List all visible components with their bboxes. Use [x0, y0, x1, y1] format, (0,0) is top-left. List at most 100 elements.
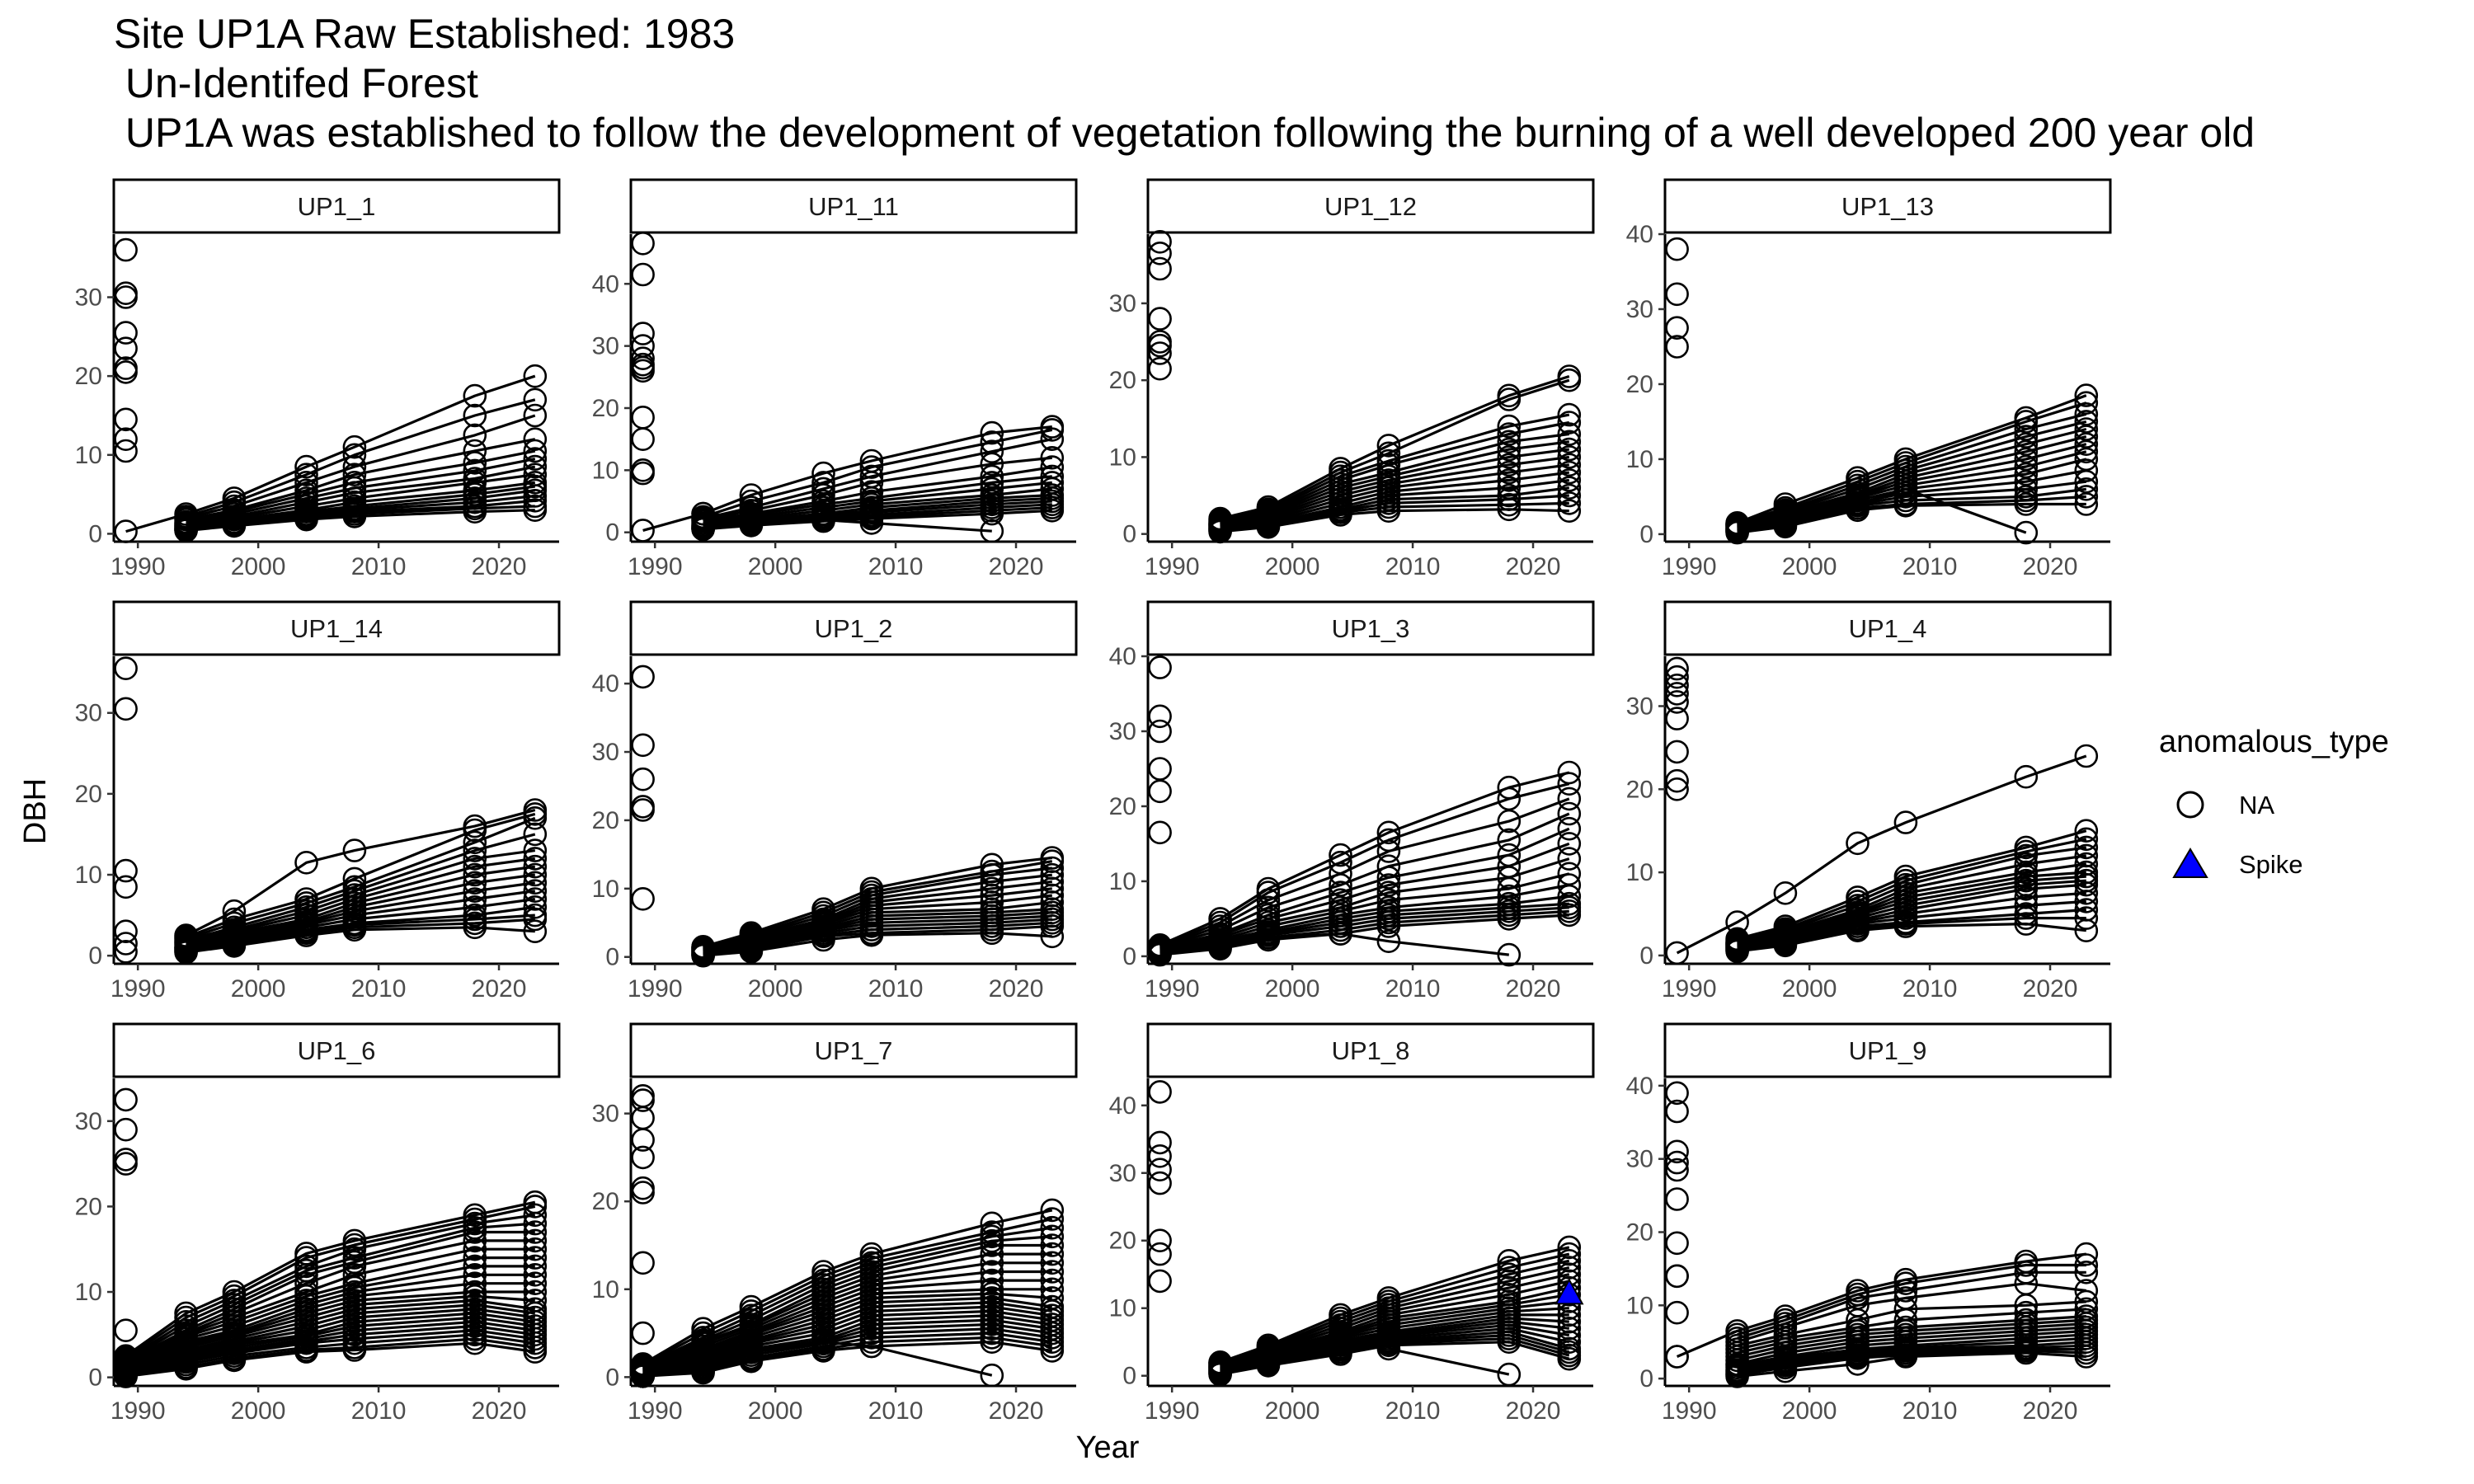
panel-up1-11: UP1_11 0 10 20 30 40 1990 2000 2010 2020 [592, 178, 1078, 580]
data-point [294, 463, 318, 487]
x-tick-label: 1990 [111, 553, 166, 580]
x-tick-label: 2020 [2023, 553, 2078, 580]
data-point [1040, 1268, 1065, 1293]
y-tick-label: 10 [592, 457, 619, 484]
x-tick-label: 2000 [231, 1397, 286, 1425]
x-tick-label: 1990 [1145, 975, 1200, 1003]
data-point [1557, 430, 1582, 454]
data-point [463, 871, 487, 895]
data-point [1040, 1242, 1065, 1266]
data-point [523, 447, 548, 471]
data-point [523, 1246, 548, 1270]
y-tick-label: 30 [1109, 290, 1136, 317]
tree-line-up1-3 [1159, 909, 1569, 956]
strip-up1-1 [112, 178, 561, 234]
data-point [114, 697, 138, 721]
data-point [1665, 777, 1689, 801]
data-point [1557, 801, 1582, 826]
strip-label-up1-4: UP1_4 [1849, 614, 1927, 643]
data-point [1148, 1080, 1172, 1104]
x-tick-label: 2010 [868, 975, 924, 1003]
data-point [342, 505, 367, 528]
tree-line-up1-6 [125, 1200, 536, 1358]
data-point [739, 939, 764, 964]
x-tick-label: 2020 [472, 553, 527, 580]
y-tick-label: 0 [1639, 1365, 1653, 1392]
x-tick-label: 2020 [1506, 553, 1561, 580]
data-point [1665, 1139, 1689, 1164]
data-point [1148, 942, 1172, 967]
y-tick-label: 30 [1626, 1146, 1653, 1173]
legend-title: anomalous_type [2159, 725, 2389, 759]
data-point [1497, 445, 1522, 469]
x-tick-label: 1990 [1662, 553, 1717, 580]
data-point [523, 919, 548, 943]
data-point [631, 1321, 655, 1345]
data-point [1148, 333, 1172, 358]
x-tick-label: 1990 [111, 975, 166, 1003]
data-point [1665, 682, 1689, 706]
data-point [114, 427, 138, 452]
data-point [1846, 831, 1870, 856]
data-point [2074, 485, 2099, 509]
x-tick-label: 2000 [231, 975, 286, 1003]
y-tick-label: 10 [1626, 1292, 1653, 1319]
data-point [1148, 779, 1172, 804]
data-point [1497, 1249, 1522, 1273]
data-point [1040, 1198, 1065, 1223]
data-point [1148, 655, 1172, 679]
data-point [222, 514, 247, 538]
data-point [1040, 427, 1065, 452]
data-point [222, 1348, 247, 1373]
data-point [1846, 918, 1870, 942]
y-tick-label: 20 [75, 1193, 102, 1220]
data-point [114, 1117, 138, 1142]
data-point [2074, 918, 2099, 942]
data-point [523, 1195, 548, 1219]
data-point [174, 1357, 198, 1381]
y-tick-label: 30 [1109, 718, 1136, 745]
data-point [1329, 881, 1352, 904]
data-point [1665, 316, 1689, 340]
panel-up1-9: UP1_9 0 10 20 30 40 1990 2000 2010 2020 [1626, 1022, 2112, 1425]
data-point [1665, 1300, 1689, 1325]
tree-line-up1-13 [1737, 487, 2027, 534]
y-tick-label: 20 [1626, 776, 1653, 803]
data-point [1773, 933, 1798, 958]
data-point [1665, 1187, 1689, 1211]
y-tick-label: 30 [592, 739, 619, 766]
x-tick-label: 1990 [628, 975, 683, 1003]
data-point [2074, 458, 2099, 482]
panel-up1-14: UP1_14 0 10 20 30 1990 2000 2010 2020 [75, 600, 561, 1003]
data-point [811, 508, 835, 532]
data-point [2074, 744, 2099, 768]
y-tick-label: 20 [592, 807, 619, 834]
strip-up1-13 [1663, 178, 2112, 234]
data-point [114, 285, 138, 309]
panel-up1-13: UP1_13 0 10 20 30 40 1990 2000 2010 2020 [1626, 178, 2112, 580]
strip-up1-12 [1146, 178, 1595, 234]
data-point [114, 932, 138, 956]
data-point [631, 1176, 655, 1200]
strip-label-up1-6: UP1_6 [298, 1036, 376, 1065]
data-point [1665, 740, 1689, 764]
data-point [1557, 1249, 1582, 1273]
data-point [859, 1334, 884, 1359]
y-tick-label: 30 [1626, 296, 1653, 323]
panel-up1-8: UP1_8 0 10 20 30 40 1990 2000 2010 2020 [1109, 1022, 1595, 1425]
data-point [1256, 888, 1281, 912]
tree-line-up1-7 [642, 1341, 1053, 1378]
x-tick-label: 1990 [1662, 1397, 1717, 1425]
data-point [2014, 1253, 2039, 1277]
y-tick-label: 0 [1639, 521, 1653, 548]
data-point [2074, 827, 2099, 852]
strip-up1-4 [1663, 600, 2112, 656]
data-point [1148, 1269, 1172, 1294]
x-tick-label: 1990 [1662, 975, 1717, 1003]
y-tick-label: 30 [75, 1108, 102, 1135]
data-point [523, 879, 548, 903]
data-point [294, 923, 318, 947]
data-point [523, 1237, 548, 1261]
strip-label-up1-14: UP1_14 [290, 614, 383, 643]
data-point [1725, 939, 1749, 964]
